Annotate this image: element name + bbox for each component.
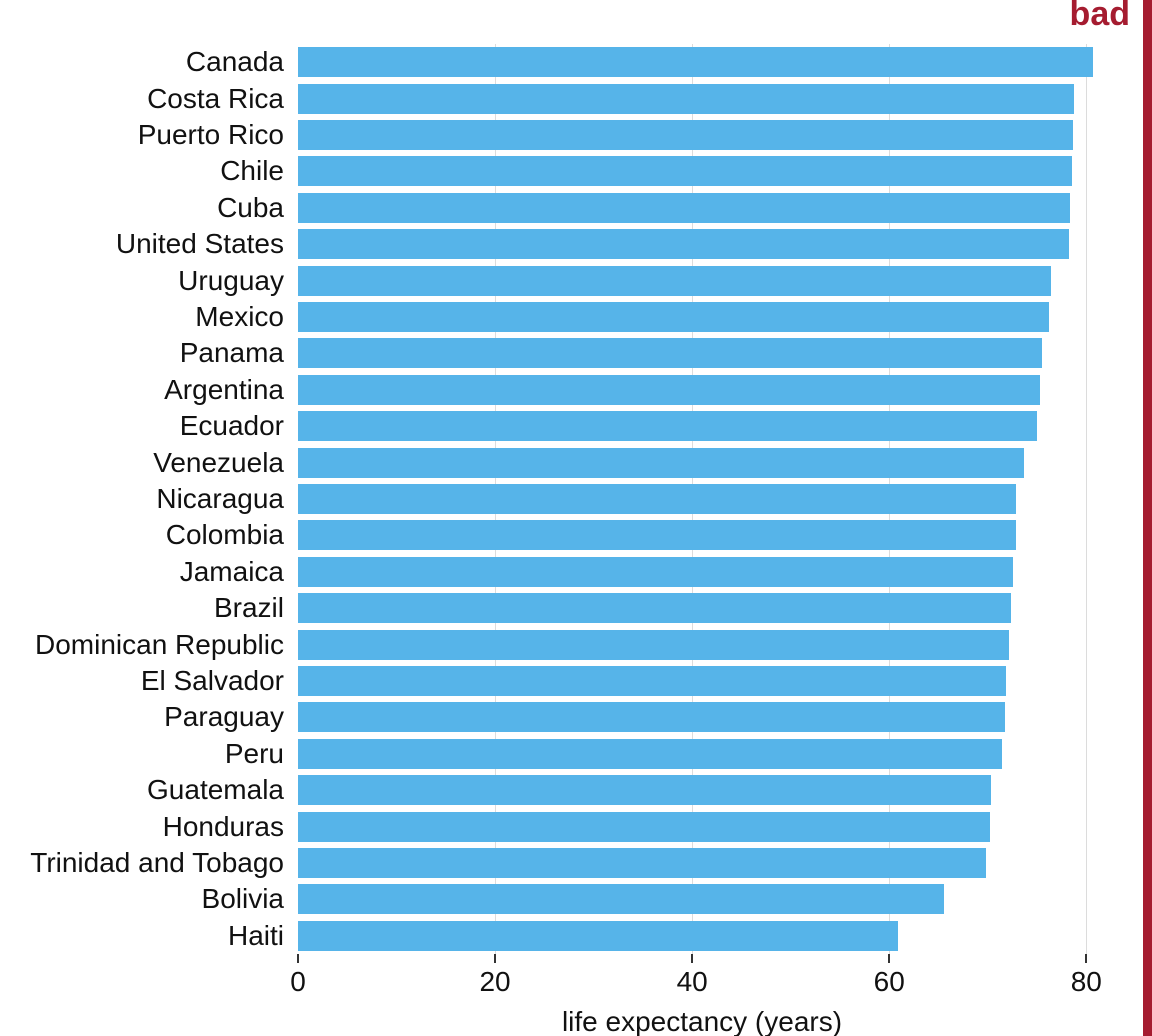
bar [298, 447, 1025, 478]
bar-cell [298, 408, 1106, 444]
bar [298, 411, 1038, 442]
bar-cell [298, 44, 1106, 80]
bar-cell [298, 845, 1106, 881]
bar-cell [298, 226, 1106, 262]
category-label: Mexico [195, 300, 284, 332]
bar-chart: Canada Costa Rica Puerto Rico Chile Cuba Unit… [0, 44, 1106, 1036]
bar-cell [298, 517, 1106, 553]
category-label: Venezuela [153, 446, 284, 478]
bar-cell [298, 699, 1106, 735]
bar [298, 593, 1012, 624]
bar [298, 738, 1002, 769]
bar [298, 811, 990, 842]
category-label: Costa Rica [147, 82, 284, 114]
x-axis: 0 20 40 60 80 [290, 954, 1106, 1006]
bar-cell [298, 299, 1106, 335]
bar [298, 265, 1051, 296]
bar-cell [298, 262, 1106, 298]
category-label: Jamaica [179, 555, 284, 587]
chart-rows: Canada Costa Rica Puerto Rico Chile Cuba Unit… [0, 44, 1106, 954]
category-label: Paraguay [164, 701, 284, 733]
bar-cell [298, 590, 1106, 626]
category-label: Dominican Republic [34, 628, 284, 660]
bar [298, 374, 1040, 405]
axis-tick [888, 954, 891, 963]
axis-tick [494, 954, 497, 963]
axis-tick-label: 80 [1070, 966, 1102, 997]
bar-cell [298, 881, 1106, 917]
bar-cell [298, 663, 1106, 699]
category-label: Nicaragua [156, 482, 284, 514]
bar [298, 665, 1007, 696]
category-label: Argentina [164, 373, 284, 405]
bad-stamp-bar [1143, 0, 1152, 1036]
bar [298, 229, 1069, 260]
bar-cell [298, 736, 1106, 772]
category-label: Panama [179, 337, 284, 369]
bar [298, 629, 1010, 660]
axis-tick-label: 0 [290, 966, 306, 997]
bar-cell [298, 444, 1106, 480]
bar-cell [298, 481, 1106, 517]
category-label: Canada [185, 46, 284, 78]
category-label: Ecuador [179, 410, 284, 442]
bar [298, 119, 1074, 150]
bar [298, 520, 1017, 551]
bar [298, 338, 1042, 369]
bar [298, 847, 986, 878]
category-label: Guatemala [147, 774, 284, 806]
category-label: United States [115, 228, 284, 260]
axis-tick-label: 60 [873, 966, 905, 997]
bar-cell [298, 808, 1106, 844]
axis-tick-label: 40 [676, 966, 708, 997]
category-label: Honduras [162, 810, 284, 842]
axis-tick [297, 954, 299, 963]
category-label: Puerto Rico [137, 118, 284, 150]
category-label: Brazil [213, 592, 284, 624]
bar [298, 920, 899, 951]
bar-cell [298, 153, 1106, 189]
axis-tick [691, 954, 694, 963]
bar [298, 775, 991, 806]
category-label: Chile [220, 155, 284, 187]
bar-cell [298, 372, 1106, 408]
bar [298, 884, 945, 915]
bar [298, 301, 1049, 332]
bar [298, 47, 1094, 78]
bar [298, 83, 1075, 114]
x-axis-label: life expectancy (years) [561, 1006, 843, 1036]
category-label: El Salvador [140, 664, 284, 696]
bar [298, 192, 1070, 223]
bar [298, 702, 1006, 733]
bad-stamp-label: bad [1069, 0, 1130, 33]
bar-cell [298, 335, 1106, 371]
category-label: Uruguay [178, 264, 284, 296]
category-label: Trinidad and Tobago [30, 846, 284, 878]
bar-cell [298, 554, 1106, 590]
category-label: Bolivia [201, 883, 284, 915]
category-label: Haiti [227, 919, 284, 951]
category-label: Cuba [217, 191, 284, 223]
bar [298, 556, 1014, 587]
bar [298, 156, 1073, 187]
bar [298, 483, 1017, 514]
bar-cell [298, 772, 1106, 808]
category-label: Peru [224, 737, 284, 769]
bar-cell [298, 626, 1106, 662]
bar-cell [298, 190, 1106, 226]
axis-tick-label: 20 [479, 966, 511, 997]
axis-tick [1085, 954, 1088, 963]
gridline [1086, 44, 1088, 954]
bar-cell [298, 117, 1106, 153]
category-label: Colombia [165, 519, 284, 551]
bar-cell [298, 918, 1106, 954]
bar-cell [298, 80, 1106, 116]
